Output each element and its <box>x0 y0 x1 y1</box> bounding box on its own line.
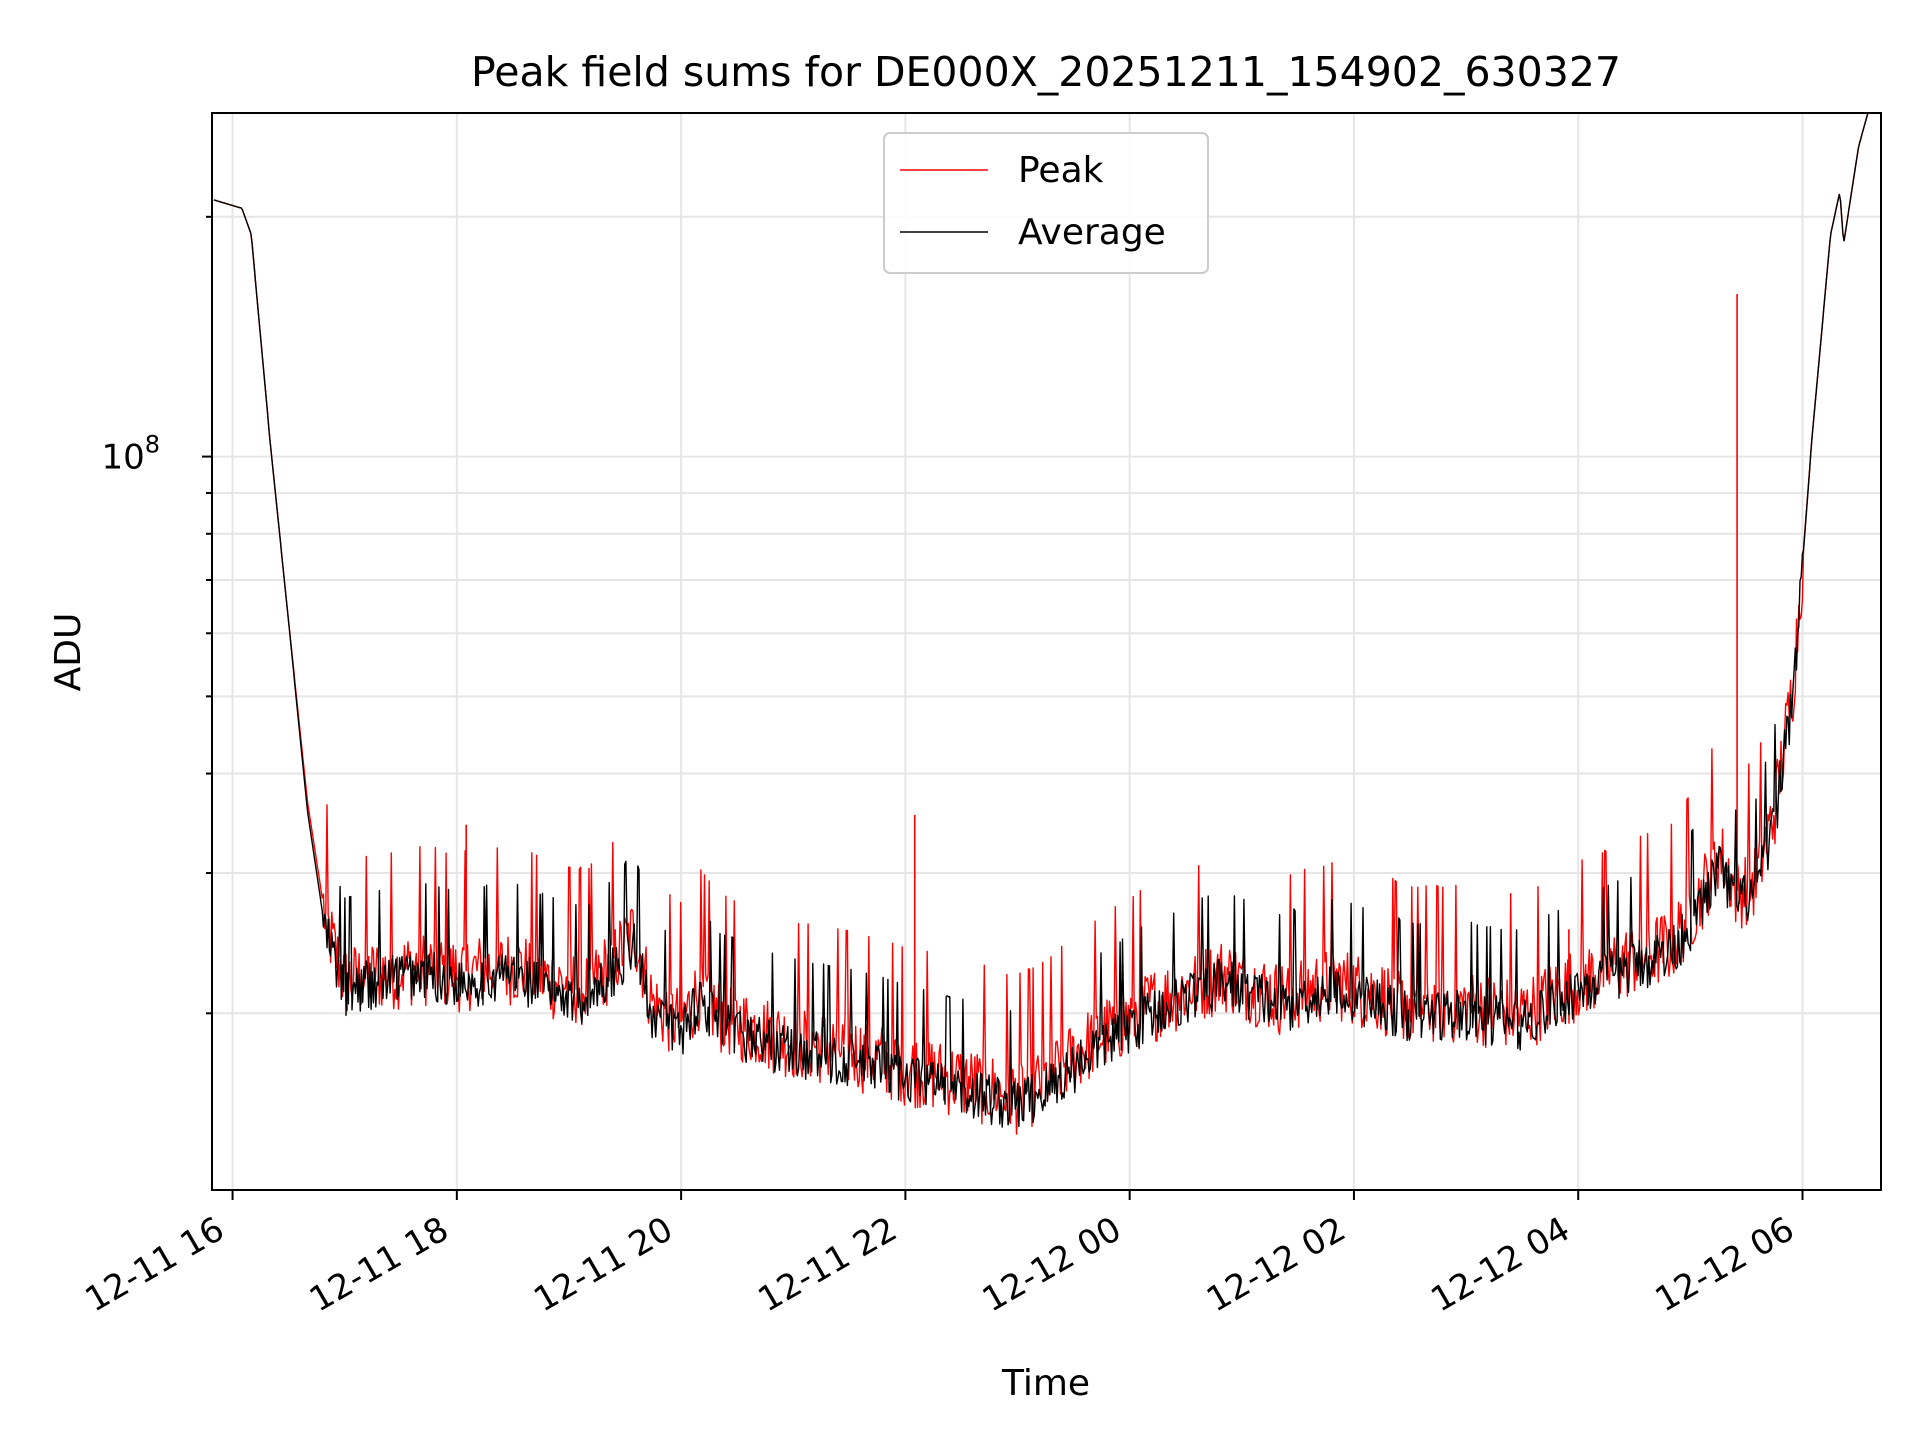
y-tick-label: 108 <box>101 431 160 478</box>
legend-box <box>883 132 1209 274</box>
y-axis: 108 <box>101 215 212 1015</box>
plot-frame <box>211 112 1882 1191</box>
x-axis-label: Time <box>1001 1363 1090 1404</box>
series-layer <box>213 113 1869 1135</box>
chart-title: Peak field sums for DE000X_20251211_1549… <box>471 48 1621 96</box>
legend-label-average: Average <box>1018 212 1166 253</box>
legend: Peak Average <box>883 132 1209 274</box>
series-line-average <box>213 113 1869 1128</box>
legend-label-peak: Peak <box>1018 150 1104 191</box>
y-axis-label: ADU <box>48 613 89 692</box>
